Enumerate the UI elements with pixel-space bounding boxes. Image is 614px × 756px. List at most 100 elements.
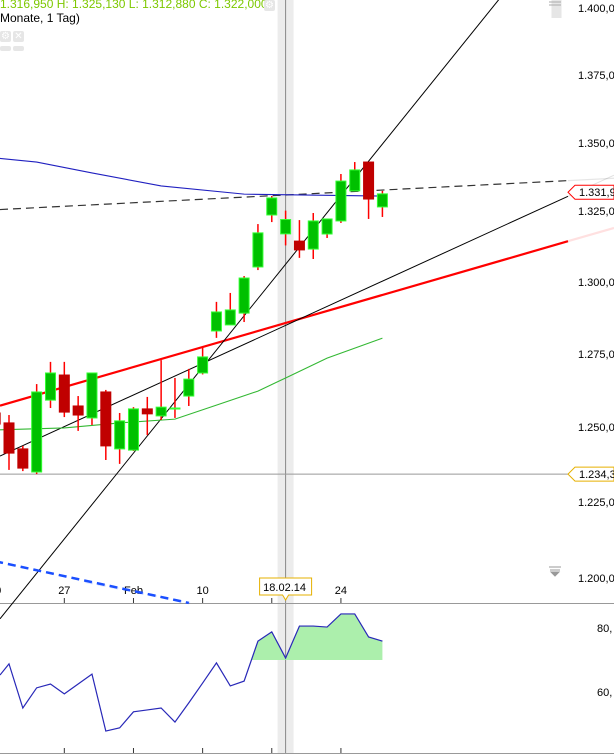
candle-up (280, 210, 292, 246)
trendline (0, 561, 190, 605)
candle-down (58, 361, 70, 418)
candle-body (86, 372, 98, 419)
candle-body (224, 309, 236, 326)
candle-up (197, 347, 209, 375)
candle-body (238, 277, 250, 314)
price-tick-label: 1.275,0 (578, 349, 614, 361)
moving-average-line (0, 337, 383, 431)
crosshair-date-box (259, 577, 313, 601)
price-tick-label: 1.325,0 (578, 206, 614, 218)
candles (0, 161, 388, 475)
candle-body (197, 356, 209, 374)
candle-down (72, 396, 84, 431)
moving-average-line (0, 157, 383, 197)
candle-down (100, 389, 112, 460)
ohlc-readout: 1.316,950 H: 1.325,130 L: 1.312,880 C: 1… (0, 0, 268, 11)
candle-body (44, 372, 56, 401)
candle-up (376, 190, 388, 217)
date-axis: 20 27 Feb 10 24 (0, 585, 347, 753)
candle-down (17, 445, 29, 472)
candle-up (335, 174, 347, 223)
indicator-panel: 80, 60, (0, 613, 612, 732)
date-tick-label: Feb (124, 585, 143, 597)
last-price-label: 1.331,9 (567, 184, 614, 200)
candle-body (72, 405, 84, 416)
candle-body (266, 197, 278, 216)
gear-icon[interactable]: ⚙ (0, 31, 11, 42)
horizontal-line-label-box (567, 466, 614, 482)
date-tick-label: 20 (0, 585, 1, 597)
candle-body (31, 391, 43, 473)
candle-up (183, 368, 195, 406)
indicator-tick-label: 60, (597, 687, 612, 699)
trendline (0, 179, 569, 211)
candle-body (100, 391, 112, 447)
close-icon[interactable] (13, 46, 24, 51)
crosshair-date-text: 18.02.14 (263, 582, 306, 594)
candle-up (169, 377, 181, 418)
gear-icon[interactable]: ⚙ (264, 0, 275, 11)
price-axis: 1.400,0 1.375,0 1.350,0 1.325,0 1.300,0 1.275… (578, 3, 614, 585)
candle-up (266, 196, 278, 223)
candle-up (31, 384, 43, 475)
price-tick-label: 1.300,0 (578, 277, 614, 289)
horizontal-line-label-text: 1.234,3 (579, 469, 614, 481)
price-tick-label: 1.375,0 (578, 70, 614, 82)
candle-up (321, 218, 333, 238)
candle-body (58, 374, 70, 413)
candle-body (307, 220, 319, 250)
trendline-extension (567, 226, 614, 243)
candle-down (141, 396, 153, 436)
close-icon[interactable]: ✕ (13, 31, 24, 42)
hamburger-icon (549, 1, 561, 6)
candle-body (335, 180, 347, 222)
candle-up (127, 407, 139, 451)
candle-up (44, 361, 56, 409)
last-price-label-text: 1.331,9 (579, 187, 614, 199)
trendline (0, 0, 500, 620)
candle-body (169, 407, 181, 410)
trendline-faded (84, 580, 191, 605)
candle-up (210, 301, 222, 338)
triangle-down-icon (549, 566, 561, 577)
candle-up (252, 224, 264, 271)
candle-body (349, 169, 361, 192)
candle-up (155, 360, 167, 420)
crosshair-date-label: 18.02.14 (259, 577, 313, 601)
candle-body (17, 448, 29, 469)
candle-up (307, 212, 319, 259)
price-tick-label: 1.400,0 (578, 3, 614, 15)
candle-up (86, 372, 98, 425)
candle-body (114, 420, 126, 450)
candle-down (293, 220, 305, 258)
gear-icon[interactable] (0, 46, 11, 51)
date-tick-label: 10 (196, 585, 208, 597)
candle-down (3, 415, 15, 470)
indicator-line (0, 613, 383, 732)
price-tick-label: 1.200,0 (578, 573, 614, 585)
candle-body (321, 218, 333, 235)
candle-body (210, 311, 222, 332)
candle-body (155, 406, 167, 417)
candle-body (3, 422, 15, 454)
price-tick-label: 1.250,0 (578, 422, 614, 434)
candle-up (349, 162, 361, 192)
candle-body (363, 161, 375, 200)
candle-body (252, 232, 264, 268)
study-label: Monate, 1 Tag) (0, 11, 80, 25)
candle-body (293, 240, 305, 251)
date-tick-label: 27 (58, 585, 70, 597)
indicator-tick-label: 80, (597, 623, 612, 635)
horizontal-line-label: 1.234,3 (567, 466, 614, 482)
date-tick-label: 24 (335, 585, 347, 597)
candle-up (238, 276, 250, 323)
candle-up (224, 292, 236, 326)
price-tick-label: 1.225,0 (578, 497, 614, 509)
candle-down (363, 161, 375, 219)
indicator-fill (0, 613, 383, 660)
last-price-label-box (567, 184, 614, 200)
candle-body (183, 378, 195, 397)
candle-body (376, 193, 388, 208)
candle-up (114, 412, 126, 464)
